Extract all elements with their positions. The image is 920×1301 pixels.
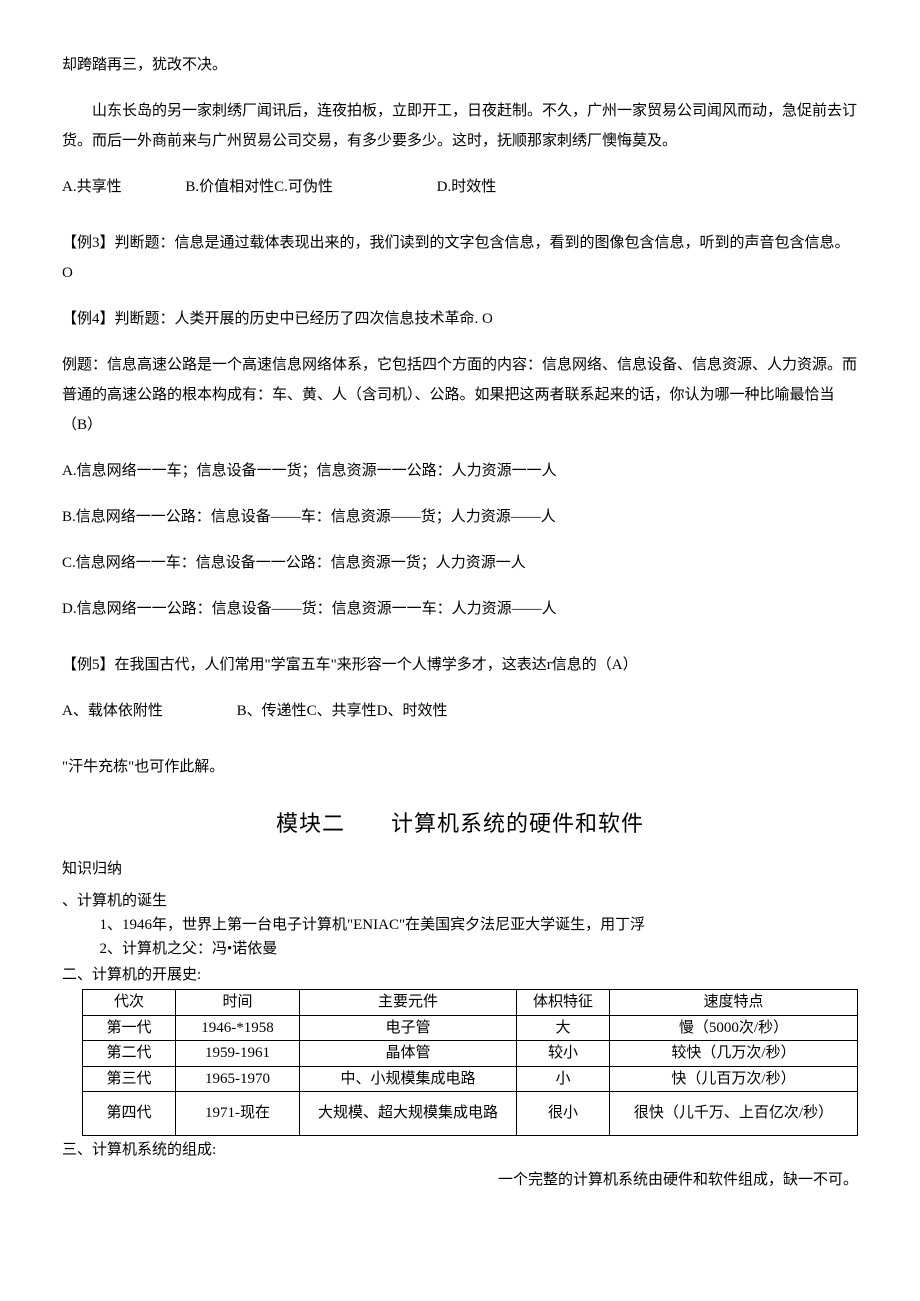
table-row: 第四代1971-现在大规模、超大规模集成电路很小很快（儿千万、上百亿次/秒） xyxy=(83,1092,858,1136)
option-c: C.信息网络一一车：信息设备一一公路：信息资源一货；人力资源一人 xyxy=(62,548,858,578)
subhead-history: 二、计算机的开展史: xyxy=(62,963,858,987)
table-cell: 慢（5000次/秒） xyxy=(610,1015,858,1041)
list-item: 1、1946年，世界上第一台电子计算机"ENIAC"在美国宾夕法尼亚大学诞生，用… xyxy=(100,913,859,937)
table-cell: 1965-1970 xyxy=(176,1066,300,1092)
table-cell: 很小 xyxy=(517,1092,610,1136)
option-b: B.信息网络一一公路：信息设备——车：信息资源——货；人力资源——人 xyxy=(62,502,858,532)
table-cell: 第四代 xyxy=(83,1092,176,1136)
table-header: 主要元件 xyxy=(300,990,517,1016)
table-header: 速度特点 xyxy=(610,990,858,1016)
option-c: C.可伪性 xyxy=(274,172,333,202)
option-a: A.信息网络一一车；信息设备一一货；信息资源一一公路：人力资源一一人 xyxy=(62,456,858,486)
table-cell: 中、小规模集成电路 xyxy=(300,1066,517,1092)
section-title: 模块二 计算机系统的硬件和软件 xyxy=(62,806,858,841)
example-4: 【例4】判断题：人类开展的历史中已经历了四次信息技术革命. O xyxy=(62,304,858,334)
paragraph: 山东长岛的另一家刺绣厂闻讯后，连夜拍板，立即开工，日夜赶制。不久，广州一家贸易公… xyxy=(62,96,858,156)
table-row: 第一代1946-*1958电子管大慢（5000次/秒） xyxy=(83,1015,858,1041)
option-b: B、传递性 xyxy=(237,696,307,726)
table-cell: 大规模、超大规模集成电路 xyxy=(300,1092,517,1136)
table-cell: 小 xyxy=(517,1066,610,1092)
table-header: 代次 xyxy=(83,990,176,1016)
table-cell: 1946-*1958 xyxy=(176,1015,300,1041)
table-cell: 大 xyxy=(517,1015,610,1041)
list-item: 2、计算机之父：冯•诺依曼 xyxy=(100,937,859,961)
option-d: D、时效性 xyxy=(377,696,448,726)
right-note: 一个完整的计算机系统由硬件和软件组成，缺一不可。 xyxy=(62,1168,858,1192)
option-b: B.价值相对性 xyxy=(185,172,274,202)
subhead-knowledge: 知识归纳 xyxy=(62,857,858,881)
example-5: 【例5】在我国古代，人们常用"学富五车"来形容一个人博学多才，这表达r信息的（A… xyxy=(62,650,858,680)
example-3: 【例3】判断题：信息是通过载体表现出来的，我们读到的文字包含信息，看到的图像包含… xyxy=(62,228,858,288)
paragraph: "汗牛充栋"也可作此解。 xyxy=(62,752,858,782)
table-cell: 第一代 xyxy=(83,1015,176,1041)
table-cell: 很快（儿千万、上百亿次/秒） xyxy=(610,1092,858,1136)
table-cell: 1971-现在 xyxy=(176,1092,300,1136)
option-d: D.时效性 xyxy=(437,172,497,202)
table-cell: 较小 xyxy=(517,1041,610,1067)
table-header: 时间 xyxy=(176,990,300,1016)
table-cell: 快（儿百万次/秒） xyxy=(610,1066,858,1092)
options-row: A.共享性 B.价值相对性C.可伪性 D.时效性 xyxy=(62,172,858,202)
example-question: 例题：信息高速公路是一个高速信息网络体系，它包括四个方面的内容：信息网络、信息设… xyxy=(62,350,858,440)
table-row: 第二代1959-1961晶体管较小较快（几万次/秒） xyxy=(83,1041,858,1067)
table-cell: 第三代 xyxy=(83,1066,176,1092)
table-row: 第三代1965-1970中、小规模集成电路小快（儿百万次/秒） xyxy=(83,1066,858,1092)
option-a: A、载体依附性 xyxy=(62,696,163,726)
option-a: A.共享性 xyxy=(62,172,122,202)
table-cell: 第二代 xyxy=(83,1041,176,1067)
subhead-birth: 、计算机的诞生 xyxy=(62,889,858,913)
option-c: C、共享性 xyxy=(307,696,377,726)
paragraph: 却跨踏再三，犹改不决。 xyxy=(62,50,858,80)
table-cell: 电子管 xyxy=(300,1015,517,1041)
table-cell: 晶体管 xyxy=(300,1041,517,1067)
options-row: A、载体依附性 B、传递性C、共享性D、时效性 xyxy=(62,696,858,726)
table-cell: 较快（几万次/秒） xyxy=(610,1041,858,1067)
option-d: D.信息网络一一公路：信息设备——货：信息资源一一车：人力资源——人 xyxy=(62,594,858,624)
subhead-composition: 三、计算机系统的组成: xyxy=(62,1138,858,1162)
table-cell: 1959-1961 xyxy=(176,1041,300,1067)
computer-generations-table: 代次时间主要元件体枳特征速度特点 第一代1946-*1958电子管大慢（5000… xyxy=(82,989,858,1136)
table-header: 体枳特征 xyxy=(517,990,610,1016)
